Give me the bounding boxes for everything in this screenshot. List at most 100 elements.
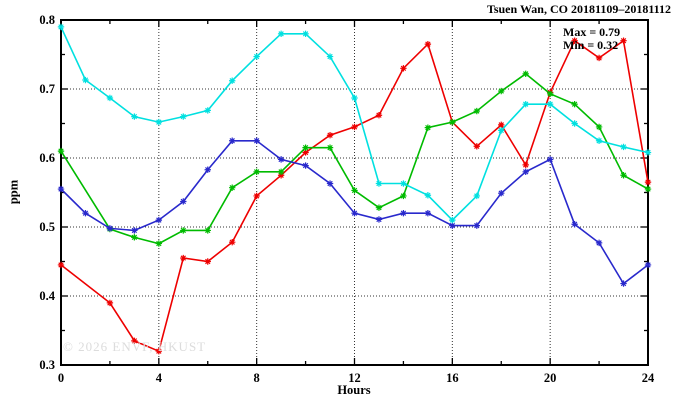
series-cyan-marker: [351, 94, 358, 102]
series-green-marker: [131, 234, 138, 241]
series-blue-marker: [595, 239, 603, 247]
series-cyan-marker: [277, 30, 285, 37]
series-red-marker: [326, 132, 334, 139]
series-green: [57, 70, 652, 247]
y-axis-label: ppm: [6, 179, 21, 205]
series-green-marker: [571, 100, 578, 108]
series-cyan-marker: [180, 113, 187, 120]
series-blue-marker: [155, 216, 163, 224]
series-cyan-marker: [498, 127, 505, 134]
maxmin-annotation: Max = 0.79 Min = 0.32: [563, 26, 620, 52]
series-blue-marker: [571, 221, 578, 228]
y-tick-label-0.4: 0.4: [39, 289, 55, 303]
series-green-marker: [253, 168, 260, 175]
watermark: © 2026 ENVF, HKUST: [63, 339, 207, 354]
series-red-line: [60, 39, 649, 353]
series-blue-marker: [351, 210, 358, 217]
series-green-marker: [644, 185, 652, 193]
series-blue-marker: [400, 210, 407, 217]
series-green-marker: [326, 144, 334, 151]
series-blue-marker: [131, 227, 138, 234]
series-cyan-marker: [326, 53, 334, 60]
series-cyan-marker: [473, 192, 480, 200]
series-red-marker: [375, 112, 383, 119]
x-tick-label-4: 4: [156, 371, 163, 385]
series-cyan: [57, 23, 652, 224]
series-red-marker: [498, 121, 505, 129]
series-cyan-marker: [546, 100, 554, 108]
series-blue-marker: [473, 222, 480, 229]
series-red-marker: [180, 254, 187, 262]
series-green-marker: [522, 70, 529, 78]
series-green-marker: [351, 187, 358, 194]
x-tick-label-20: 20: [544, 371, 557, 385]
series-blue-marker: [326, 180, 334, 187]
series-cyan-marker: [253, 53, 260, 60]
series-red-marker: [57, 261, 65, 269]
series-blue-marker: [522, 168, 529, 175]
series-green-line: [60, 72, 649, 245]
series-red-marker: [277, 172, 285, 179]
series-green-marker: [498, 87, 505, 95]
series-green-marker: [180, 227, 187, 234]
series-red-marker: [644, 178, 652, 186]
x-tick-label-8: 8: [254, 371, 260, 385]
series-blue-marker: [106, 225, 114, 232]
series-blue-marker: [180, 198, 187, 205]
series-cyan-marker: [229, 77, 236, 84]
series-green-marker: [375, 204, 383, 211]
y-tick-label-0.5: 0.5: [39, 220, 55, 234]
series-blue-marker: [204, 166, 211, 173]
y-tick-label-0.7: 0.7: [39, 82, 55, 96]
series-blue-marker: [644, 261, 652, 269]
series-red-marker: [400, 65, 407, 72]
x-tick-label-0: 0: [58, 371, 64, 385]
chart-title: Tsuen Wan, CO 20181109–20181112: [486, 2, 671, 16]
series-green-marker: [400, 192, 407, 200]
series-cyan-marker: [595, 137, 603, 144]
max-annotation: Max = 0.79: [563, 25, 621, 39]
plot-area: [60, 19, 649, 366]
series-red-marker: [131, 337, 138, 345]
series-blue-marker: [546, 156, 554, 163]
series-green-marker: [204, 227, 211, 234]
series-green-marker: [595, 123, 603, 131]
series-red-marker: [302, 149, 309, 156]
series-cyan-marker: [131, 113, 138, 120]
series-blue-marker: [498, 189, 505, 197]
series-green-marker: [302, 144, 309, 151]
series-cyan-marker: [620, 143, 627, 151]
series-blue-marker: [302, 162, 309, 169]
series-green-marker: [620, 172, 627, 179]
series-cyan-marker: [424, 192, 432, 199]
series-blue: [57, 137, 652, 287]
series-red-marker: [620, 37, 627, 44]
series-blue-marker: [82, 210, 89, 217]
series-cyan-marker: [302, 30, 309, 37]
y-tick-label-0.8: 0.8: [39, 13, 55, 27]
x-tick-label-12: 12: [348, 371, 361, 385]
series-cyan-marker: [204, 107, 211, 114]
y-tick-label-0.6: 0.6: [39, 151, 55, 165]
series-cyan-marker: [400, 180, 407, 187]
series-cyan-marker: [449, 216, 456, 224]
series-red-marker: [155, 348, 163, 355]
series-cyan-marker: [57, 23, 65, 31]
series-cyan-marker: [644, 149, 652, 156]
series-green-marker: [229, 184, 236, 191]
series-cyan-marker: [522, 100, 529, 108]
series-green-marker: [424, 124, 432, 131]
series-cyan-marker: [375, 180, 383, 187]
series-red-marker: [424, 40, 432, 48]
series-red-marker: [522, 161, 529, 169]
series-green-marker: [277, 168, 285, 175]
series-red-marker: [351, 123, 358, 131]
series-red-marker: [229, 238, 236, 246]
series-cyan-marker: [571, 120, 578, 127]
series-blue-marker: [253, 137, 260, 144]
series-red-marker: [204, 258, 211, 265]
series-green-marker: [473, 107, 480, 115]
series-green-marker: [155, 240, 163, 247]
series-blue-marker: [57, 185, 65, 193]
